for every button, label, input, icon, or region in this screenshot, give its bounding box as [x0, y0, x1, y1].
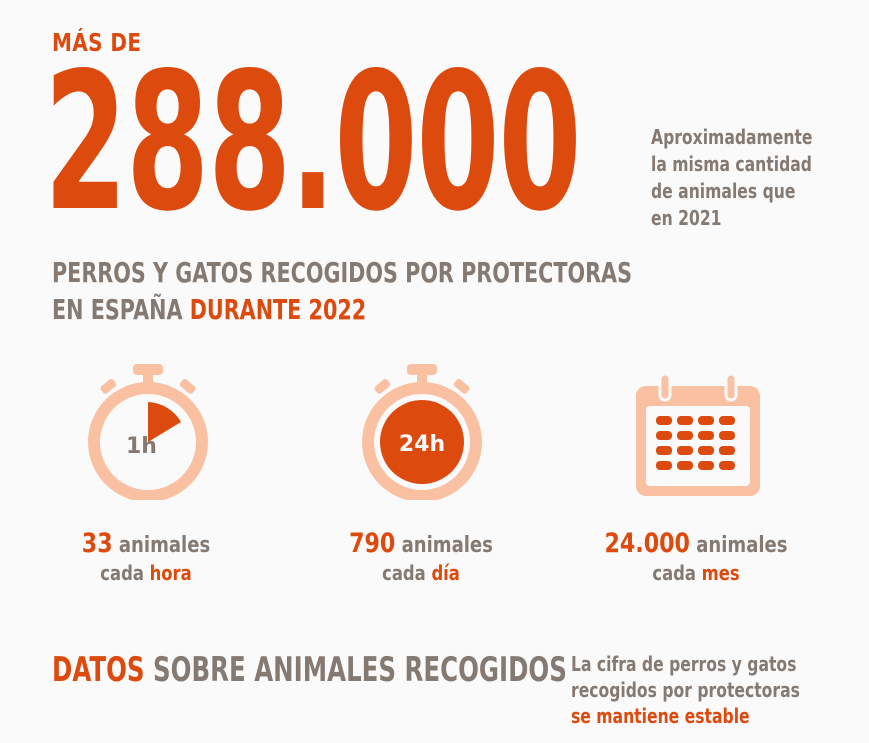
stopwatch-day-label: 24h	[399, 432, 445, 457]
big-number: 288.000	[44, 32, 582, 253]
stat-period: día	[431, 561, 460, 585]
headline-line2: EN ESPAÑA DURANTE 2022	[52, 291, 632, 328]
stat-period: hora	[149, 561, 192, 585]
stopwatch-hour-icon: 1h	[88, 364, 208, 500]
stat-day: 790 animales cada día	[291, 530, 551, 587]
headline-highlight: DURANTE	[189, 293, 302, 326]
stat-unit: animales	[395, 533, 493, 558]
stat-month: 24.000 animales cada mes	[566, 530, 826, 587]
calendar-icon	[636, 372, 760, 496]
prefix-label: MÁS DE	[52, 28, 142, 57]
footer-note-highlight: se mantiene estable	[571, 704, 750, 728]
headline: PERROS Y GATOS RECOGIDOS POR PROTECTORAS…	[52, 254, 836, 328]
stat-unit: animales	[112, 533, 211, 558]
footer-note-line: recogidos por protectoras	[571, 678, 800, 702]
stat-number: 24.000	[604, 528, 690, 559]
stat-number: 33	[81, 528, 113, 559]
side-note: Aproximadamente la misma cantidad de ani…	[651, 124, 851, 232]
side-note-line: en 2021	[651, 206, 722, 230]
side-note-line: Aproximadamente	[651, 125, 813, 149]
stat-number: 790	[349, 528, 396, 559]
stat-unit: animales	[689, 533, 788, 558]
headline-line2-start: EN ESPAÑA	[52, 293, 190, 326]
footer-note: La cifra de perros y gatos recogidos por…	[571, 651, 864, 729]
stat-per: cada	[652, 561, 702, 585]
footer-title: DATOS SOBRE ANIMALES RECOGIDOS	[52, 648, 567, 692]
footer-title-rest: SOBRE ANIMALES RECOGIDOS	[144, 650, 567, 690]
headline-line1: PERROS Y GATOS RECOGIDOS POR PROTECTORAS	[52, 256, 633, 289]
stat-per: cada	[382, 561, 432, 585]
footer-title-highlight: DATOS	[52, 650, 145, 690]
stat-period: mes	[701, 561, 740, 585]
headline-highlight-year: 2022	[301, 293, 367, 326]
stopwatch-hour-label: 1h	[126, 434, 157, 459]
stat-hour: 33 animales cada hora	[16, 530, 276, 587]
stopwatch-day-icon: 24h	[362, 364, 482, 500]
stat-per: cada	[100, 561, 150, 585]
footer-note-line: La cifra de perros y gatos	[571, 652, 797, 676]
side-note-line: de animales que	[651, 179, 796, 203]
side-note-line: la misma cantidad	[651, 152, 812, 176]
